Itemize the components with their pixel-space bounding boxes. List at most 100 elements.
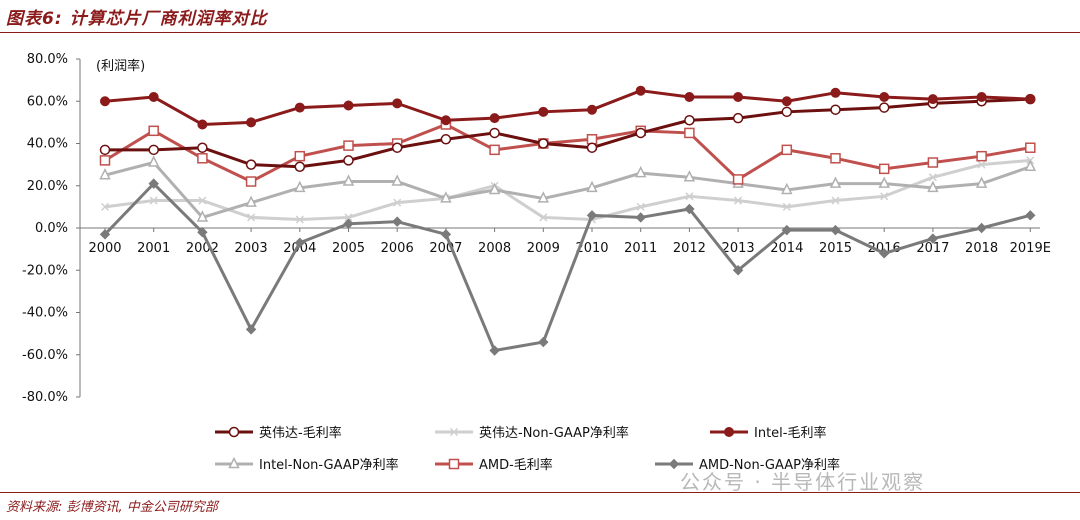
data-point [148,125,159,137]
data-point [668,458,680,470]
series-4 [99,119,1036,187]
data-point [391,174,403,186]
x-tick-label: 2017 [916,241,949,256]
data-point [1025,142,1036,153]
x-tick-label: 2019E [1010,241,1051,256]
x-tick-label: 2008 [478,241,511,256]
data-point [343,218,354,229]
data-point [586,134,598,145]
data-point [538,106,549,117]
legend-item: AMD-毛利率 [435,457,553,473]
data-point [245,159,257,170]
data-point [782,202,791,211]
data-point [228,426,240,438]
data-point [149,196,158,205]
series-line [103,182,1031,353]
x-tick-label: 2010 [575,241,608,256]
data-point-stroke [734,196,743,205]
data-point-stroke [782,202,791,211]
data-point [148,92,159,103]
legend-label: Intel-毛利率 [754,425,826,441]
data-point [538,138,549,149]
chart-axes: 80.0% 60.0% 40.0% 20.0% 0.0% -20.0% -40.0% -60.… [22,52,1051,405]
y-tick-label: 0.0% [35,221,68,236]
data-point [635,127,646,139]
data-point [489,144,500,156]
top-rule [0,32,1080,33]
data-point [247,213,256,222]
legend-item: Intel-Non-GAAP净利率 [215,456,399,473]
data-point [489,127,500,139]
data-point [100,96,110,107]
data-point [878,102,890,113]
data-point [1025,94,1036,105]
x-tick-label: 2015 [819,241,852,256]
data-point [830,153,841,164]
data-point [975,176,988,188]
data-point [586,180,598,193]
data-point [294,102,305,113]
data-point [830,224,841,236]
data-point-stroke [685,192,694,201]
series-line [104,158,1031,222]
data-point [831,196,840,205]
data-point [635,212,646,223]
data-point-stroke [928,173,937,182]
series-0 [99,93,1036,172]
data-point-stroke [100,202,110,211]
chart-legend: 英伟达-毛利率 英伟达-Non-GAAP净利率 Intel-毛利率 Intel-Non… [215,425,840,473]
data-point [781,224,793,236]
data-point [196,210,209,222]
data-point [732,112,744,124]
data-point [294,180,306,193]
data-point [635,85,646,96]
data-point [1024,159,1037,171]
data-point [343,100,354,111]
data-point [148,178,159,189]
data-point [197,227,208,238]
data-point [586,142,598,153]
data-point [878,176,890,188]
data-point-stroke [449,427,459,437]
data-point [781,106,793,118]
data-point [294,237,306,248]
data-point-stroke [344,213,353,222]
data-point-stroke [393,198,402,207]
data-point [636,202,645,211]
data-point [1025,210,1036,221]
data-point [976,222,987,234]
data-point [781,96,792,107]
data-point [294,150,306,162]
data-point [488,182,501,195]
data-point [634,165,647,178]
x-tick-label: 2009 [527,241,560,256]
legend-item: AMD-Non-GAAP净利率 [655,457,840,473]
x-tick-label: 2003 [235,241,268,256]
data-point [976,150,987,162]
legend-item: 英伟达-毛利率 [215,425,342,441]
y-tick-label: -40.0% [22,306,68,321]
data-point [684,115,695,126]
data-point [781,182,793,195]
y-tick-label: 60.0% [27,94,68,109]
data-point [732,174,744,185]
data-point [391,216,403,227]
data-point [245,195,257,207]
x-tick-label: 2006 [381,241,414,256]
data-point [197,142,208,153]
data-point [733,92,744,103]
series-line [105,97,1031,169]
series-line [104,89,1031,126]
data-point [830,104,841,115]
data-point-stroke [636,202,645,211]
y-tick-label: 20.0% [27,179,68,194]
chart-plot-area [99,85,1037,356]
data-point [879,92,890,103]
x-tick-label: 2007 [429,241,462,256]
data-point [538,336,549,348]
data-point [927,157,939,168]
data-point [245,176,257,187]
legend-label: 英伟达-Non-GAAP净利率 [479,425,629,441]
data-point [246,117,257,128]
data-point [198,196,207,205]
